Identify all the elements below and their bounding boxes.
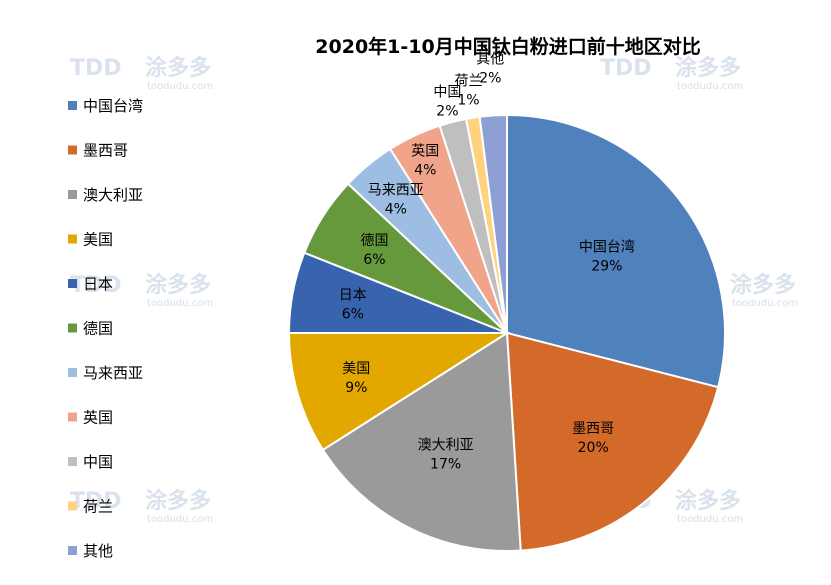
watermark-site: toodudu.com	[677, 81, 743, 92]
watermark-site: toodudu.com	[147, 514, 213, 525]
slice-label-percent: 4%	[414, 162, 436, 178]
slice-label-percent: 17%	[430, 456, 461, 472]
slice-label-name: 中国	[433, 85, 461, 101]
legend-label: 马来西亚	[83, 364, 143, 382]
watermark-brand: 涂多多	[145, 55, 211, 81]
pie-slice-labels: 中国台湾 29% 墨西哥 20% 澳大利亚 17% 美国 9% 日本 6% 德国 6% 马来西亚 4% 英国…	[339, 52, 635, 473]
pie-slice	[287, 332, 511, 452]
legend-label: 中国	[83, 453, 113, 471]
legend-item: 日本	[68, 275, 113, 293]
watermark-site: toodudu.com	[732, 298, 798, 309]
legend-label: 英国	[83, 409, 113, 427]
pie-slice	[321, 331, 522, 552]
legend-item: 中国	[68, 453, 113, 471]
slice-label-name: 德国	[361, 233, 389, 249]
pie-slice	[478, 113, 508, 334]
legend-label: 中国台湾	[83, 97, 143, 115]
legend-label: 澳大利亚	[83, 186, 143, 204]
legend-swatch	[68, 323, 77, 333]
legend-item: 美国	[68, 231, 113, 249]
slice-label-name: 英国	[411, 142, 439, 159]
slice-label-percent: 29%	[591, 259, 622, 275]
watermark-logo: TDD	[70, 56, 122, 81]
slice-label-name: 中国台湾	[579, 239, 635, 256]
legend-item: 德国	[68, 320, 113, 338]
legend-swatch	[68, 546, 77, 555]
slice-label-percent: 6%	[363, 252, 385, 268]
watermark-brand: 涂多多	[675, 55, 741, 81]
legend-swatch	[68, 101, 77, 110]
legend-label: 其他	[83, 542, 113, 560]
watermark-site: toodudu.com	[147, 298, 213, 309]
legend-swatch	[68, 234, 77, 244]
legend-swatch	[68, 412, 77, 422]
pie-slices	[287, 113, 726, 552]
legend-item: 马来西亚	[68, 364, 143, 382]
legend-item: 荷兰	[68, 498, 113, 516]
slice-label-percent: 6%	[342, 307, 364, 323]
legend-swatch	[68, 457, 77, 466]
slice-label-name: 美国	[342, 361, 370, 377]
watermark-logo: TDD	[70, 273, 122, 298]
legend-swatch	[68, 190, 77, 199]
legend-item: 其他	[68, 542, 113, 560]
legend-item: 中国台湾	[68, 97, 143, 115]
slice-label-name: 墨西哥	[572, 421, 614, 437]
watermark-site: toodudu.com	[147, 81, 213, 92]
slice-label-percent: 1%	[457, 93, 479, 109]
legend-label: 荷兰	[83, 498, 113, 516]
slice-label-percent: 2%	[436, 104, 458, 120]
watermark-logo: TDD	[600, 56, 652, 81]
watermark-brand: 涂多多	[145, 488, 211, 514]
legend-label: 德国	[83, 320, 113, 338]
watermark-brand: 涂多多	[730, 272, 796, 298]
legend-swatch	[68, 279, 77, 288]
legend-swatch	[68, 145, 77, 155]
legend-swatch	[68, 368, 77, 377]
slice-label-percent: 4%	[385, 202, 407, 218]
legend-item: 澳大利亚	[68, 186, 143, 204]
legend-label: 美国	[83, 231, 113, 249]
legend-label: 墨西哥	[83, 142, 128, 160]
pie-slice	[506, 113, 726, 389]
pie-slice	[505, 331, 720, 552]
watermark-brand: 涂多多	[145, 272, 211, 298]
watermark-brand: 涂多多	[675, 488, 741, 514]
watermark-logo: TDD	[70, 489, 122, 514]
chart-title: 2020年1-10月中国钛白粉进口前十地区对比	[315, 35, 700, 58]
slice-label-name: 澳大利亚	[418, 437, 474, 453]
legend-label: 日本	[83, 275, 113, 293]
slice-label-percent: 9%	[345, 380, 367, 396]
watermark-site: toodudu.com	[677, 514, 743, 525]
legend-item: 墨西哥	[68, 142, 128, 160]
slice-label-name: 其他	[476, 52, 504, 68]
slice-label-name: 日本	[339, 288, 367, 304]
slice-label-name: 荷兰	[455, 74, 483, 90]
legend-swatch	[68, 501, 77, 511]
slice-label-name: 马来西亚	[368, 183, 424, 199]
slice-label-percent: 2%	[479, 71, 501, 87]
slice-label-percent: 20%	[578, 440, 609, 456]
legend-item: 英国	[68, 409, 113, 427]
